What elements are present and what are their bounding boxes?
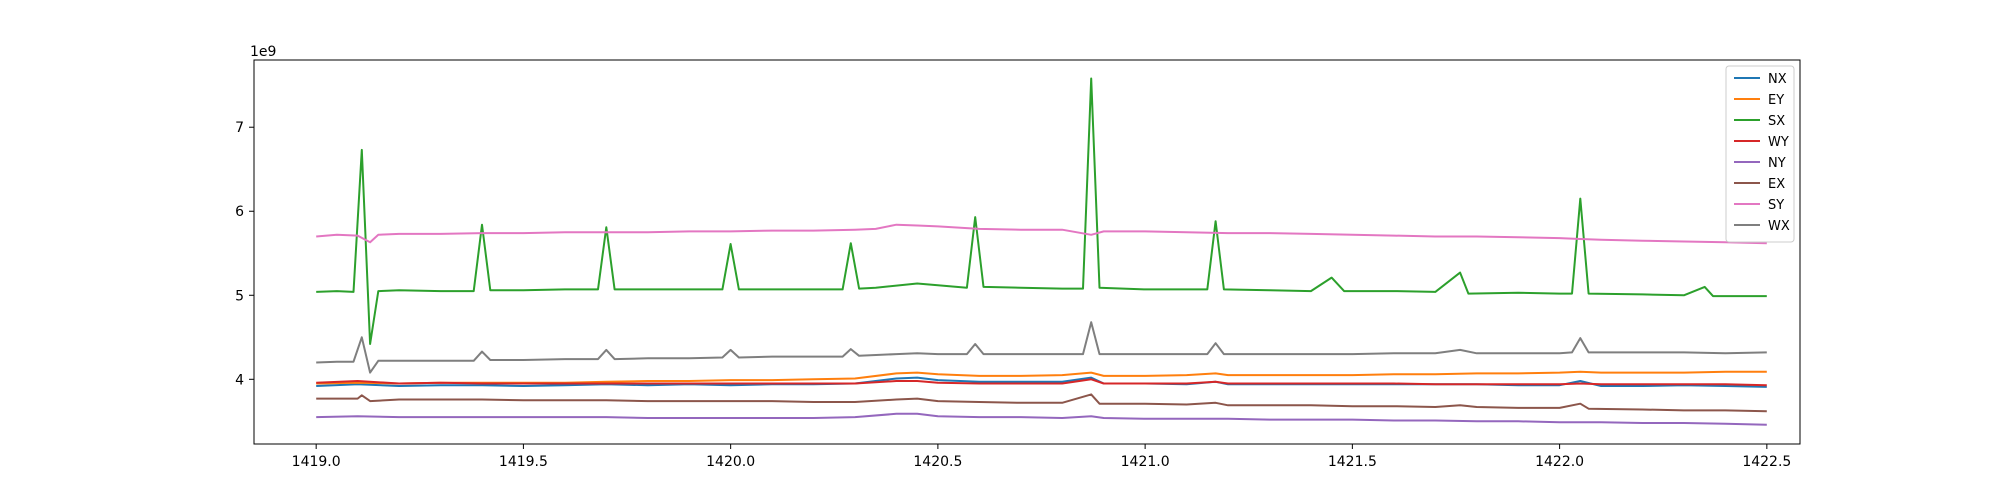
legend-label-nx: NX <box>1768 72 1787 87</box>
y-tick-label: 7 <box>235 120 244 136</box>
x-tick-label: 1421.5 <box>1328 454 1377 470</box>
legend-label-wx: WX <box>1768 219 1790 234</box>
legend-label-ey: EY <box>1768 93 1784 108</box>
y-tick-label: 6 <box>235 204 244 220</box>
legend-label-sy: SY <box>1768 198 1784 213</box>
legend-label-ny: NY <box>1768 156 1786 171</box>
y-offset-label: 1e9 <box>250 44 276 60</box>
x-tick-label: 1421.0 <box>1121 454 1170 470</box>
series-line-ex <box>316 393 1767 413</box>
series-line-wy <box>316 378 1767 387</box>
x-tick-label: 1420.0 <box>706 454 755 470</box>
series-line-ey <box>316 370 1767 385</box>
y-axis: 4 5 6 7 <box>235 120 254 388</box>
series-line-sy <box>316 223 1767 245</box>
x-tick-label: 1419.5 <box>499 454 548 470</box>
series-lines <box>316 77 1767 426</box>
plot-frame <box>253 59 1801 445</box>
x-tick-label: 1419.0 <box>292 454 341 470</box>
y-tick-label: 5 <box>235 288 244 304</box>
x-tick-label: 1422.5 <box>1742 454 1791 470</box>
x-axis: 1419.0 1419.5 1420.0 1420.5 1421.0 1421.5 1422… <box>292 444 1791 470</box>
x-tick-label: 1420.5 <box>913 454 962 470</box>
series-line-wx <box>316 321 1767 374</box>
y-tick-label: 4 <box>235 372 244 388</box>
series-line-sx <box>316 77 1767 345</box>
legend-label-sx: SX <box>1768 114 1785 129</box>
x-tick-label: 1422.0 <box>1535 454 1584 470</box>
series-line-ny <box>316 412 1767 426</box>
legend-label-wy: WY <box>1768 135 1789 150</box>
legend: NX EY SX WY NY EX SY WX <box>1725 65 1795 243</box>
legend-label-ex: EX <box>1768 177 1785 192</box>
legend-box <box>1725 65 1795 243</box>
